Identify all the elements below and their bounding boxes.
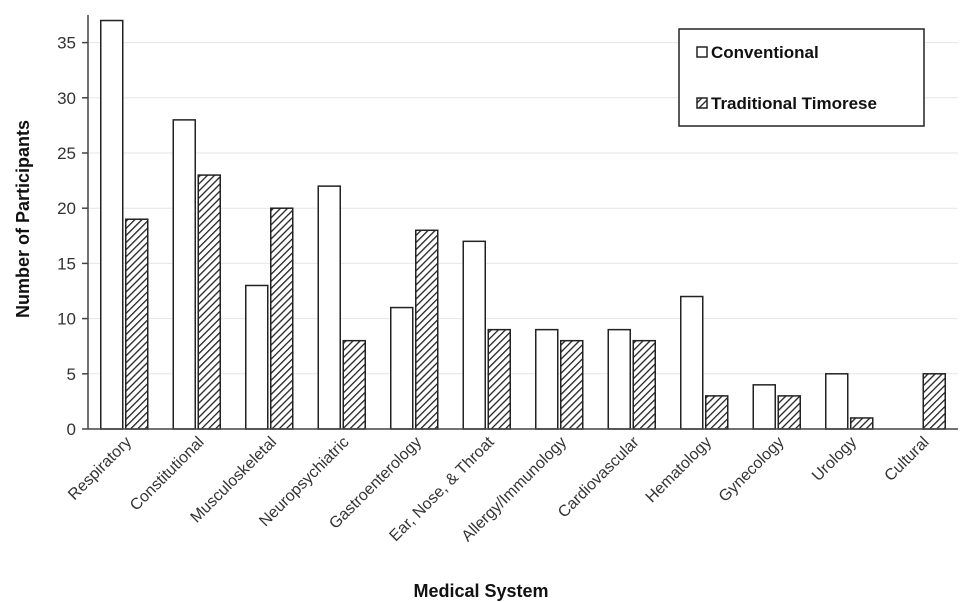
y-tick-label: 15 bbox=[57, 254, 76, 273]
bar-conventional-1 bbox=[100, 19, 124, 430]
bar-traditional-12 bbox=[922, 373, 946, 430]
bar-conventional-9 bbox=[680, 295, 704, 430]
y-axis-ticks: 0 5 10 15 20 25 30 35 bbox=[57, 34, 88, 439]
bar-traditional-11 bbox=[850, 417, 874, 430]
bar-conventional-8 bbox=[607, 328, 631, 430]
bar-conventional-10 bbox=[752, 384, 776, 430]
x-tick-label: Gynecology bbox=[716, 434, 788, 506]
legend-swatch-traditional bbox=[696, 97, 708, 109]
bar-conventional-6 bbox=[462, 240, 486, 430]
bar-conventional-4 bbox=[317, 185, 341, 430]
y-tick-label: 0 bbox=[67, 420, 76, 439]
gridlines bbox=[88, 42, 958, 375]
x-axis-title: Medical System bbox=[413, 581, 548, 601]
x-tick-label: Cultural bbox=[882, 434, 933, 485]
bar-traditional-1 bbox=[125, 218, 149, 430]
bar-traditional-10 bbox=[777, 395, 801, 430]
y-tick-label: 35 bbox=[57, 34, 76, 53]
bar-traditional-9 bbox=[705, 395, 729, 430]
legend-label-conventional: Conventional bbox=[711, 43, 819, 62]
y-tick-label: 30 bbox=[57, 89, 76, 108]
x-tick-label: Urology bbox=[809, 434, 860, 485]
x-axis-ticks: RespiratoryConstitutionalMusculoskeletal… bbox=[65, 433, 932, 545]
bar-traditional-8 bbox=[632, 339, 656, 430]
y-tick-label: 25 bbox=[57, 144, 76, 163]
x-tick-label: Hematology bbox=[643, 434, 715, 506]
bar-conventional-5 bbox=[390, 306, 414, 430]
bar-traditional-4 bbox=[342, 339, 366, 430]
x-tick-label: Constitutional bbox=[127, 434, 208, 515]
bar-traditional-2 bbox=[197, 174, 221, 430]
bar-traditional-7 bbox=[560, 339, 584, 430]
bar-conventional-2 bbox=[172, 119, 196, 430]
y-tick-label: 5 bbox=[67, 365, 76, 384]
y-axis-title: Number of Participants bbox=[13, 120, 33, 318]
legend-label-traditional: Traditional Timorese bbox=[711, 94, 877, 113]
bar-traditional-3 bbox=[270, 207, 294, 430]
bar-traditional-5 bbox=[415, 229, 439, 430]
legend-box bbox=[678, 28, 925, 127]
legend: Conventional Traditional Timorese bbox=[678, 28, 925, 127]
axes bbox=[87, 15, 958, 430]
bar-conventional-3 bbox=[245, 284, 269, 430]
y-tick-label: 20 bbox=[57, 199, 76, 218]
bar-traditional-6 bbox=[487, 328, 511, 430]
bar-conventional-11 bbox=[825, 373, 849, 430]
bar-conventional-7 bbox=[535, 328, 559, 430]
y-tick-label: 10 bbox=[57, 310, 76, 329]
bars bbox=[100, 19, 946, 430]
x-tick-label: Respiratory bbox=[65, 434, 135, 504]
legend-swatch-conventional bbox=[696, 46, 708, 58]
